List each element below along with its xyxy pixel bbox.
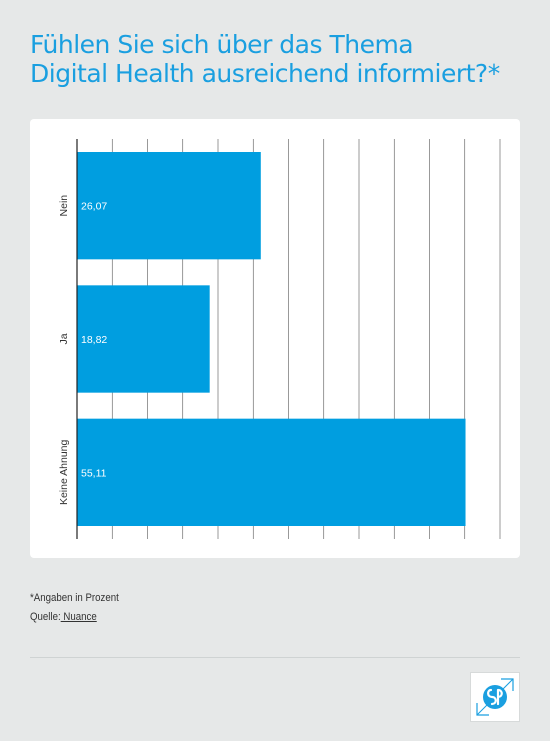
footnote: *Angaben in Prozent (30, 592, 119, 604)
bar (77, 152, 261, 260)
title-line-2: Digital Health ausreichend informiert?* (30, 59, 500, 88)
brand-logo[interactable] (470, 672, 520, 722)
source-prefix: Quelle: (30, 611, 61, 623)
divider (30, 657, 520, 658)
data-label: 26,07 (81, 201, 107, 213)
source-line: Quelle: Nuance (30, 611, 97, 623)
category-label: Keine Ahnung (58, 439, 70, 505)
category-label: Ja (58, 333, 70, 344)
source-link[interactable]: Nuance (60, 611, 97, 623)
category-label: Nein (58, 195, 70, 217)
data-label: 18,82 (81, 334, 107, 346)
bar (77, 418, 466, 526)
chart-card: 26,07 Nein 18,82 Ja 55,11 Keine Ahnung (30, 119, 520, 558)
bar-chart: 26,07 Nein 18,82 Ja 55,11 Keine Ahnung (58, 139, 501, 539)
chart-title: Fühlen Sie sich über das Thema Digital H… (30, 30, 530, 88)
data-label: 55,11 (81, 467, 107, 479)
title-line-1: Fühlen Sie sich über das Thema (30, 30, 414, 59)
bar (77, 285, 210, 393)
brand-logo-icon (476, 678, 514, 716)
